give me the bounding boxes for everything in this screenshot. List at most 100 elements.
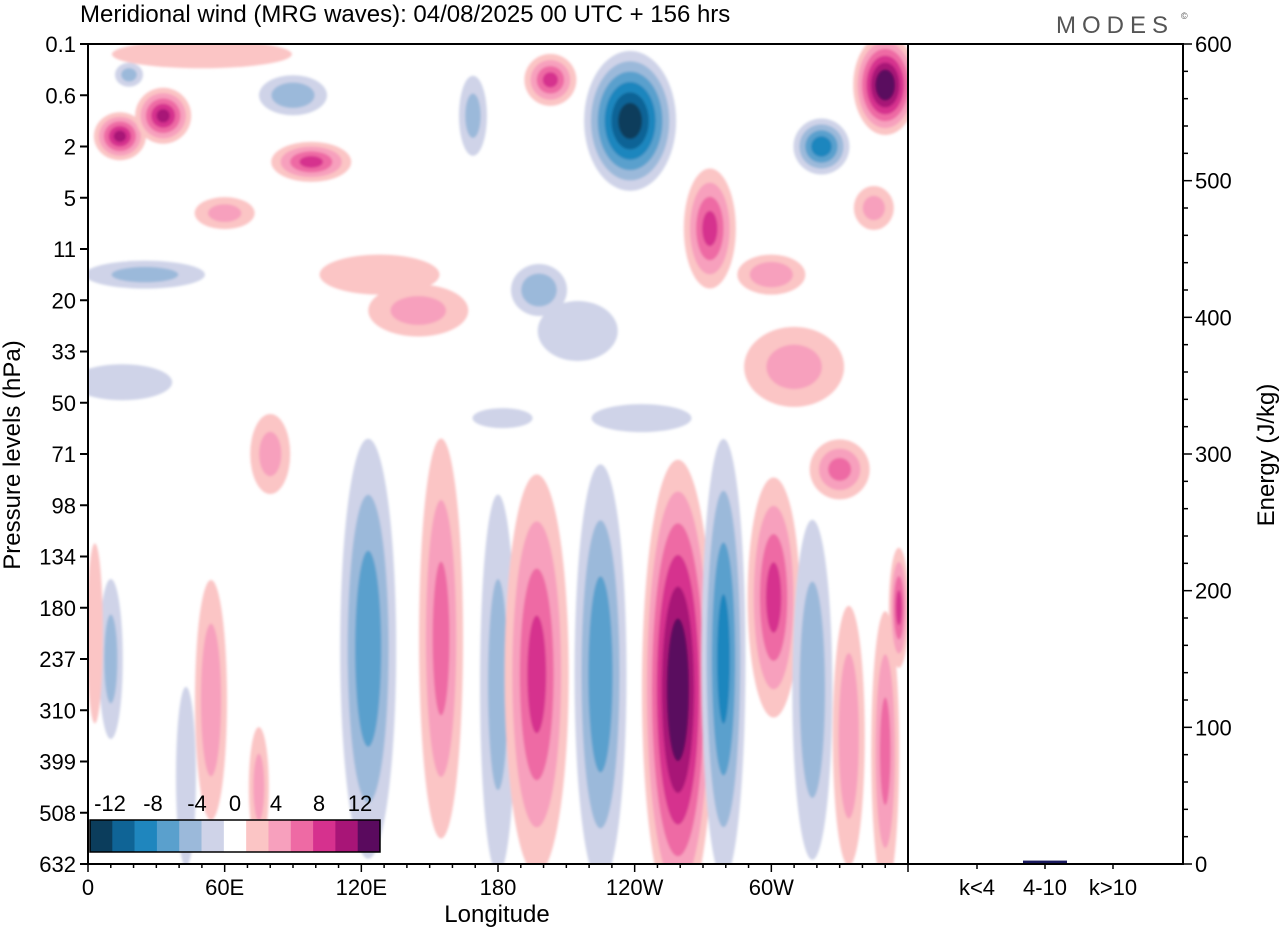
y-tick-label: 310: [39, 698, 76, 723]
wind-contour-shell: [527, 615, 547, 734]
colorbar-tick-label: 8: [313, 791, 325, 816]
wind-contour-shell: [472, 408, 533, 429]
colorbar-swatch: [112, 820, 135, 852]
colorbar-swatch: [223, 820, 247, 852]
wind-contour-shell: [390, 296, 447, 325]
colorbar-swatch: [179, 820, 202, 852]
wind-contour-shell: [121, 68, 137, 82]
wind-contour-shell: [432, 561, 450, 716]
wind-contour-shell: [104, 614, 118, 704]
colorbar-swatch: [268, 820, 292, 852]
energy-axis-label: Energy (J/kg): [1253, 384, 1280, 527]
y-tick-label: 0.1: [45, 32, 76, 57]
colorbar-tick-label: -8: [143, 791, 163, 816]
colorbar-swatch: [335, 820, 358, 852]
chart-title: Meridional wind (MRG waves): 04/08/2025 …: [80, 1, 730, 28]
wind-contour-shell: [862, 195, 885, 221]
wind-contour-shell: [111, 266, 179, 283]
k-tick-label: k>10: [1089, 875, 1137, 900]
wind-contour-shell: [588, 576, 613, 773]
wind-contour-shell: [88, 364, 173, 401]
y-tick-label: 508: [39, 801, 76, 826]
wind-contour-shell: [542, 72, 559, 88]
y-tick-label: 237: [39, 647, 76, 672]
wind-contour-shell: [465, 93, 481, 138]
wind-contour-shell: [671, 650, 685, 730]
wind-contour-shell: [355, 550, 382, 747]
y-tick-label: 71: [52, 442, 76, 467]
x-tick-label: 0: [82, 875, 94, 900]
x-tick-label: 120E: [336, 875, 387, 900]
energy-tick-label: 0: [1195, 852, 1207, 877]
wind-contour-shell: [749, 261, 793, 288]
wind-contour-shell: [879, 697, 891, 806]
energy-tick-label: 300: [1195, 442, 1232, 467]
brand-copyright-mark: ©: [1181, 11, 1188, 21]
wind-contour-shell: [156, 109, 170, 123]
x-tick-label: 60E: [205, 875, 244, 900]
wind-contour-shell: [702, 210, 718, 247]
wind-contour-shell: [259, 431, 282, 477]
wind-contour-shell: [299, 155, 323, 168]
k-tick-label: k<4: [959, 875, 995, 900]
wind-contour-shell: [200, 623, 222, 777]
pressure-axis: 0.1 0.6 2 5 11 20 33 50 71 98 134 180 237 310 399 508 63…: [39, 32, 88, 877]
energy-tick-label: 400: [1195, 305, 1232, 330]
wind-contour-shell: [488, 579, 508, 791]
y-tick-label: 632: [39, 852, 76, 877]
colorbar-frame: [89, 819, 381, 853]
colorbar-swatch: [313, 820, 336, 852]
colorbar-legend: -12 -8 -4 0 4 8 12: [89, 791, 381, 853]
wind-contour-shell: [895, 590, 902, 626]
x-axis-label: Longitude: [444, 901, 549, 928]
wind-contour-shell: [828, 457, 852, 481]
x-tick-label: 60W: [749, 875, 794, 900]
y-tick-label: 134: [39, 545, 76, 570]
energy-tick-label: 500: [1195, 169, 1232, 194]
wind-contour-shell: [271, 82, 315, 108]
wind-contour-shell: [208, 204, 242, 223]
wind-contour-shell: [319, 254, 440, 295]
y-tick-label: 20: [52, 288, 76, 313]
colorbar-swatch: [290, 820, 314, 852]
wind-contour-shell: [591, 404, 692, 433]
wind-contour-shell: [766, 344, 822, 390]
y-tick-label: 180: [39, 596, 76, 621]
x-tick-label: 180: [480, 875, 517, 900]
wind-contour-shell: [811, 136, 832, 157]
wind-contour-shell: [618, 102, 643, 140]
wind-contour-shell: [521, 273, 557, 307]
energy-tick-label: 600: [1195, 32, 1232, 57]
brand-logo: MODES: [1056, 12, 1174, 39]
y-tick-label: 399: [39, 750, 76, 775]
colorbar-swatch: [201, 820, 225, 852]
k-tick-label: 4-10: [1023, 875, 1067, 900]
wavenumber-axis: k<4 4-10 k>10: [959, 864, 1137, 900]
y-tick-label: 2: [64, 135, 76, 160]
wind-contour-shell: [88, 543, 103, 724]
wind-contour-shell: [838, 653, 859, 819]
colorbar-swatch: [357, 820, 381, 852]
colorbar-swatch: [90, 820, 113, 852]
y-tick-label: 0.6: [45, 83, 76, 108]
wind-contour-shell: [717, 594, 730, 724]
wind-contour-shell: [111, 44, 292, 69]
colorbar-swatch: [134, 820, 158, 852]
longitude-axis: 0 60E 120E 180 120W 60W: [82, 864, 909, 900]
colorbar-tick-label: 0: [229, 791, 241, 816]
energy-tick-label: 200: [1195, 579, 1232, 604]
colorbar-swatch: [246, 820, 269, 852]
y-tick-label: 33: [52, 340, 76, 365]
wind-contour-shell: [765, 562, 782, 633]
wind-contour-shell: [537, 301, 618, 361]
energy-bar: [1023, 860, 1067, 864]
y-tick-label: 50: [52, 391, 76, 416]
colorbar-tick-label: -12: [94, 791, 126, 816]
colorbar-tick-label: 4: [270, 791, 282, 816]
wind-contour-shell: [799, 581, 826, 798]
y-axis-label: Pressure levels (hPa): [0, 340, 26, 569]
colorbar-tick-label: 12: [348, 791, 372, 816]
x-tick-label: 120W: [606, 875, 664, 900]
wind-contour-shell: [253, 753, 265, 821]
